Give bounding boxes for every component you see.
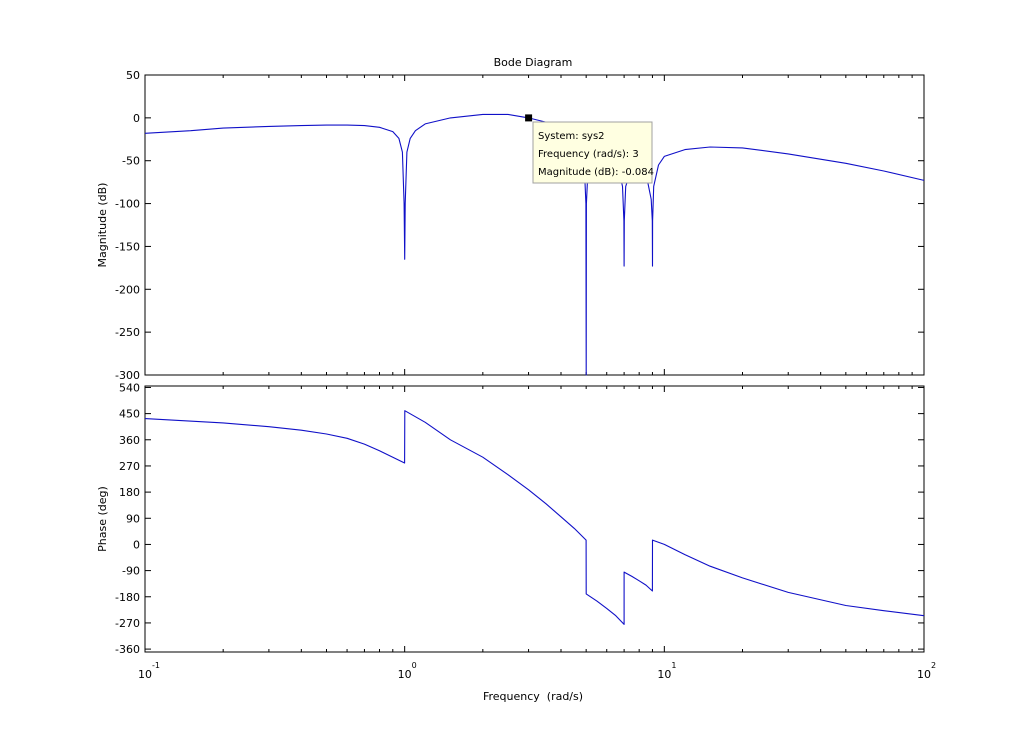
y-tick-label: 50 xyxy=(126,69,140,82)
phase-ticks: 540 450 360 270 180 90 0 -90 -180 -270 -360 xyxy=(115,381,925,656)
y-tick-label: 180 xyxy=(119,486,140,499)
y-tick-label: -360 xyxy=(115,643,140,656)
y-tick-label: 270 xyxy=(119,460,140,473)
datatip[interactable]: System: sys2 Frequency (rad/s): 3 Magnit… xyxy=(525,114,654,184)
y-tick-label: -100 xyxy=(115,198,140,211)
phase-panel: 540 450 360 270 180 90 0 -90 -180 -270 -360 Phase … xyxy=(96,381,925,656)
datatip-system: System: sys2 xyxy=(538,131,605,142)
magnitude-curve-group xyxy=(144,113,925,376)
phase-ylabel: Phase (deg) xyxy=(96,486,109,552)
y-tick-label: 540 xyxy=(119,381,140,394)
phase-axes[interactable] xyxy=(144,385,925,653)
y-tick-label: -50 xyxy=(122,155,140,168)
x-tick-label-exponent: 2 xyxy=(931,661,936,670)
y-tick-label: 360 xyxy=(119,434,140,447)
magnitude-curve xyxy=(144,113,925,376)
phase-curve xyxy=(144,410,925,625)
magnitude-axes[interactable] xyxy=(144,74,925,376)
y-tick-label: -270 xyxy=(115,617,140,630)
y-tick-label: -90 xyxy=(122,565,140,578)
x-axis-label: Frequency (rad/s) xyxy=(483,690,583,703)
magnitude-panel: 50 0 -50 -100 -150 -200 -250 -300 Magnitude (dB… xyxy=(96,69,925,382)
magnitude-ylabel: Magnitude (dB) xyxy=(96,183,109,268)
x-tick-label-exponent: 0 xyxy=(412,661,417,670)
x-tick-label-exponent: -1 xyxy=(152,661,160,670)
y-tick-label: 450 xyxy=(119,408,140,421)
x-tick-label-base: 10 xyxy=(917,668,931,681)
y-tick-label: -250 xyxy=(115,326,140,339)
datatip-magnitude: Magnitude (dB): -0.084 xyxy=(538,167,654,178)
y-tick-label: 0 xyxy=(133,112,140,125)
y-tick-label: -200 xyxy=(115,283,140,296)
x-tick-label-base: 10 xyxy=(657,668,671,681)
datatip-box xyxy=(532,121,653,184)
y-tick-label: 0 xyxy=(133,538,140,551)
y-tick-label: -150 xyxy=(115,240,140,253)
datatip-frequency: Frequency (rad/s): 3 xyxy=(538,149,639,160)
x-tick-label-base: 10 xyxy=(138,668,152,681)
x-tick-label-exponent: 1 xyxy=(671,661,676,670)
x-tick-label-base: 10 xyxy=(398,668,412,681)
y-tick-label: 90 xyxy=(126,512,140,525)
phase-curve-group xyxy=(144,410,925,625)
datatip-marker[interactable] xyxy=(525,114,533,122)
magnitude-ticks: 50 0 -50 -100 -150 -200 -250 -300 xyxy=(115,69,925,382)
y-tick-label: -300 xyxy=(115,369,140,382)
chart-title: Bode Diagram xyxy=(494,56,573,69)
y-tick-label: -180 xyxy=(115,591,140,604)
